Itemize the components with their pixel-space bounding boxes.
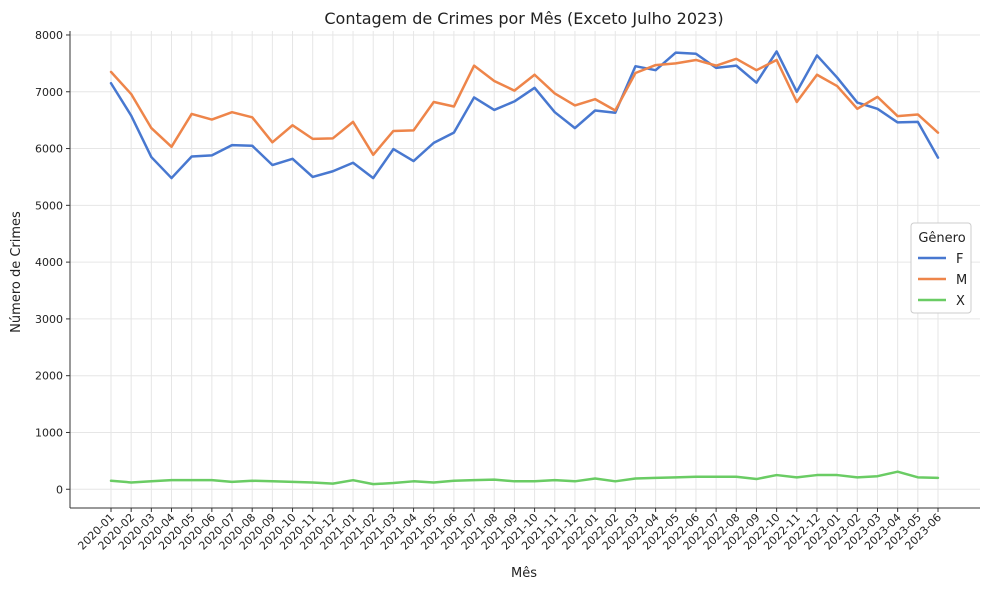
legend-box (910, 222, 972, 314)
y-tick-label: 2000 (35, 370, 63, 383)
y-ticks: 0 1000 2000 3000 4000 5000 6000 7000 8000 (35, 29, 70, 496)
series-lines (109, 50, 940, 486)
legend-label-m: M (956, 273, 967, 288)
y-tick-label: 7000 (35, 86, 63, 99)
x-axis-label: Mês (511, 566, 537, 581)
legend-title: Gênero (918, 231, 965, 246)
series-line-x (109, 470, 940, 486)
y-tick-label: 6000 (35, 143, 63, 156)
y-tick-label: 1000 (35, 426, 63, 439)
series-line-f (109, 50, 940, 180)
legend: Gênero FMX (910, 222, 972, 314)
x-ticks: 2020-012020-022020-032020-042020-052020-… (75, 508, 944, 553)
y-tick-label: 0 (56, 483, 63, 496)
axes (69, 31, 980, 509)
chart-title: Contagem de Crimes por Mês (Exceto Julho… (324, 9, 723, 28)
y-tick-label: 3000 (35, 313, 63, 326)
y-axis-label: Número de Crimes (9, 211, 24, 333)
y-tick-label: 5000 (35, 199, 63, 212)
legend-label-x: X (956, 294, 965, 309)
grid (70, 31, 980, 508)
legend-label-f: F (956, 252, 963, 267)
series-line-m (109, 57, 940, 157)
y-tick-label: 8000 (35, 29, 63, 42)
y-tick-label: 4000 (35, 256, 63, 269)
